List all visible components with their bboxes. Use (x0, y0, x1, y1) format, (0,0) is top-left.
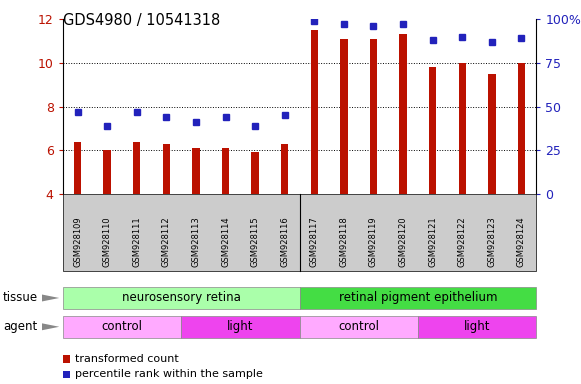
Bar (518, 63, 525, 194)
Text: GSM928117: GSM928117 (310, 216, 319, 267)
Bar (340, 39, 347, 194)
Bar (252, 152, 259, 194)
Text: control: control (102, 320, 142, 333)
Bar (281, 144, 288, 194)
Text: GSM928114: GSM928114 (221, 216, 230, 267)
Text: light: light (464, 320, 490, 333)
Text: GSM928122: GSM928122 (458, 216, 467, 267)
Text: GSM928113: GSM928113 (191, 216, 200, 267)
Bar (74, 142, 81, 194)
Text: GSM928110: GSM928110 (103, 216, 112, 267)
Text: GSM928112: GSM928112 (162, 216, 171, 267)
Bar (192, 148, 200, 194)
Text: GSM928124: GSM928124 (517, 216, 526, 267)
Text: GSM928121: GSM928121 (428, 216, 437, 267)
Bar (458, 63, 466, 194)
Bar (103, 150, 111, 194)
Polygon shape (42, 323, 59, 330)
Bar (222, 148, 229, 194)
Text: GDS4980 / 10541318: GDS4980 / 10541318 (63, 13, 220, 28)
Bar (370, 39, 377, 194)
Bar (311, 30, 318, 194)
Text: light: light (227, 320, 253, 333)
Bar (488, 74, 496, 194)
Text: GSM928119: GSM928119 (369, 216, 378, 267)
Text: GSM928120: GSM928120 (399, 216, 408, 267)
Text: retinal pigment epithelium: retinal pigment epithelium (339, 291, 497, 305)
Text: tissue: tissue (3, 291, 38, 305)
Polygon shape (42, 295, 59, 301)
Bar (399, 35, 407, 194)
Text: percentile rank within the sample: percentile rank within the sample (75, 369, 263, 379)
Text: GSM928111: GSM928111 (132, 216, 141, 267)
Text: agent: agent (3, 320, 37, 333)
Bar (163, 144, 170, 194)
Text: transformed count: transformed count (75, 354, 179, 364)
Text: GSM928115: GSM928115 (250, 216, 260, 267)
Bar (429, 67, 436, 194)
Bar (133, 142, 141, 194)
Text: GSM928123: GSM928123 (487, 216, 496, 267)
Text: control: control (338, 320, 379, 333)
Text: GSM928116: GSM928116 (280, 216, 289, 267)
Text: GSM928118: GSM928118 (339, 216, 349, 267)
Text: neurosensory retina: neurosensory retina (121, 291, 241, 305)
Text: GSM928109: GSM928109 (73, 216, 82, 267)
